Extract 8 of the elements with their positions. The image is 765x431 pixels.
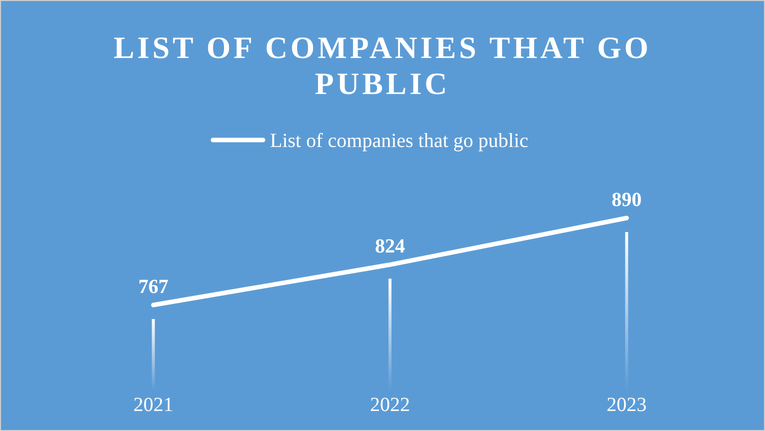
legend-label: List of companies that go public [270, 130, 528, 152]
data-label: 890 [612, 189, 642, 211]
x-tick-label: 2022 [370, 394, 410, 416]
data-label: 824 [375, 236, 405, 258]
data-label: 767 [138, 276, 168, 298]
x-tick-label: 2023 [606, 394, 647, 416]
x-tick-label: 2021 [133, 394, 174, 416]
chart-title: LIST OF COMPANIES THAT GO PUBLIC [114, 30, 652, 101]
